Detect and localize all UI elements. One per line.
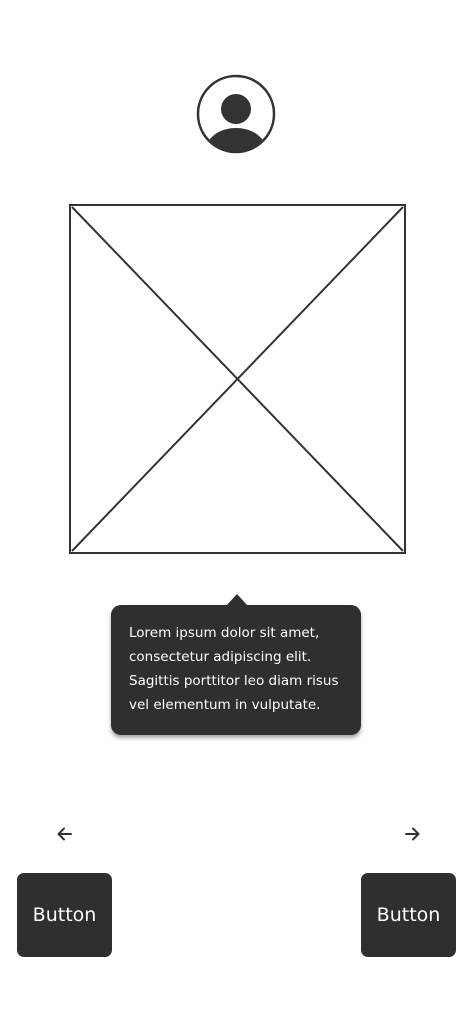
left-button[interactable]: Button [17,873,112,957]
image-placeholder-icon [69,204,406,554]
user-avatar-icon [196,74,276,154]
tooltip-line: Sagittis porttitor leo diam risus [129,673,339,689]
tooltip-pointer [226,594,248,606]
tooltip-line: vel elementum in vulputate. [129,697,321,713]
tooltip-line: Lorem ipsum dolor sit amet, [129,625,320,641]
tooltip-line: consectetur adipiscing elit. [129,649,312,665]
arrow-left-icon[interactable] [56,825,74,843]
right-button[interactable]: Button [361,873,456,957]
tooltip: Lorem ipsum dolor sit amet, consectetur … [111,605,361,735]
arrow-right-icon[interactable] [403,825,421,843]
